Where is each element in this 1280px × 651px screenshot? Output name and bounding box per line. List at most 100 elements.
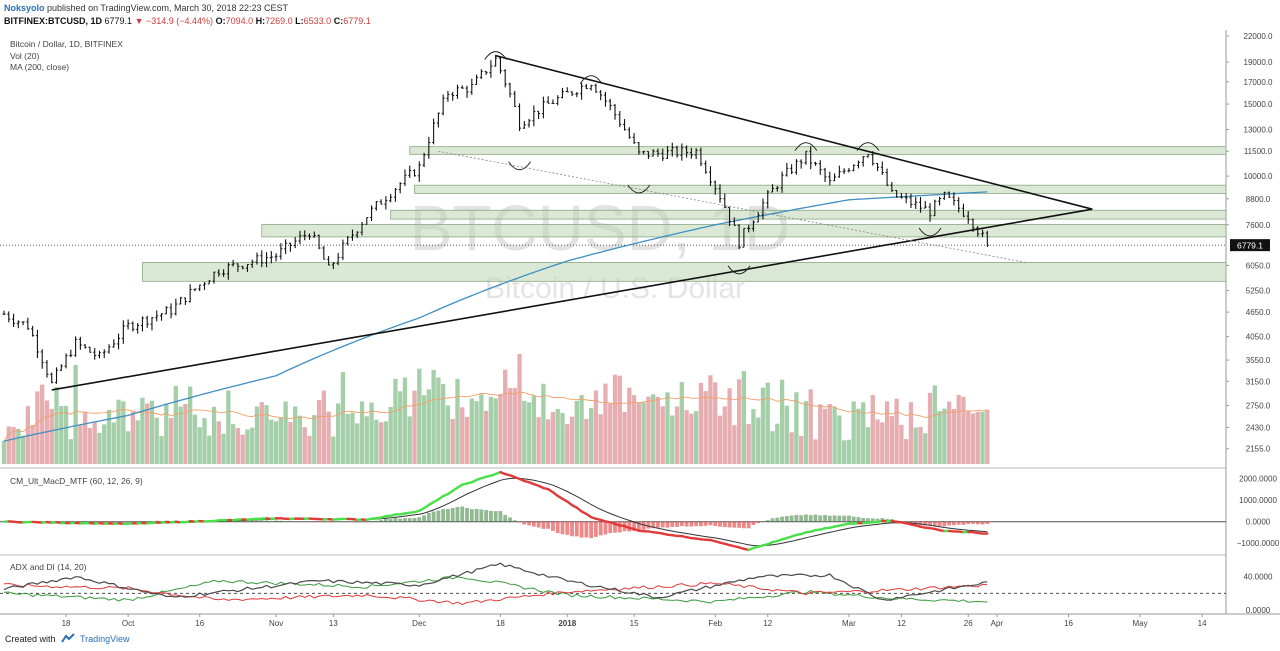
macd-hist-bar [646,521,651,529]
ohlc-bar [59,364,63,372]
macd-hist-bar [980,521,985,525]
volume-bar [149,400,155,464]
volume-bar [326,411,331,464]
volume-bar [722,406,727,464]
ohlc-bar [255,252,259,265]
macd-hist-bar [541,521,546,529]
macd-hist-bar [832,515,837,522]
ohlc-bar [379,199,383,205]
volume-bar [283,401,288,464]
ohlc-line: BITFINEX:BTCUSD, 1D 6779.1 ▼ −314.9 (−4.… [4,16,371,26]
ohlc-bar [532,105,536,127]
time-tick-label: 18 [62,619,71,628]
ohlc-bar [78,336,82,350]
volume-bar [550,411,556,464]
ohlc-bar [16,320,20,329]
volume-bar [426,389,431,464]
high-label: H: [255,16,266,26]
author-name[interactable]: Noksyolo [4,3,45,13]
ohlc-bar [26,317,30,330]
price-tick-label: 3150.0 [1246,377,1271,386]
volume-bar [369,402,374,464]
macd-hist-bar [111,521,116,523]
volume-bar [627,387,632,464]
volume-bar [374,419,379,464]
ohlc-bar [503,69,507,88]
time-tick-label: May [1133,619,1148,628]
volume-bar [68,439,73,464]
ohlc-bar [427,136,431,159]
ohlc-bar [183,297,187,305]
volume-bar [245,429,250,464]
volume-bar [746,423,751,464]
macd-hist-bar [870,518,875,522]
volume-bar [861,402,866,464]
ohlc-bar [312,231,316,238]
ohlc-bar [589,84,593,91]
macd-hist-bar [517,521,522,523]
chart-background [0,30,1280,630]
volume-bar [636,402,642,464]
volume-bar [770,431,775,464]
macd-hist-bar [837,515,842,522]
macd-hist-bar [866,518,870,522]
macd-hist-bar [274,520,278,522]
time-tick-label: 12 [763,619,772,628]
ohlc-bar [632,133,636,144]
macd-hist-bar [780,516,784,522]
volume-bar [760,387,766,464]
ohlc-bar [666,145,670,159]
macd-hist-bar [546,521,551,529]
macd-hist-bar [737,521,742,528]
macd-hist-bar [789,515,794,522]
time-tick-label: 2018 [558,619,576,628]
ohlc-bar [164,306,168,315]
price-chart-svg[interactable]: BTCUSD, 1DBitcoin / U.S. Dollar22000.019… [0,30,1280,630]
volume-bar [717,415,723,464]
ohlc-bar [346,236,350,246]
ohlc-bar [976,226,980,237]
volume-bar [789,432,794,464]
macd-hist-bar [455,506,460,522]
volume-bar [355,423,360,464]
volume-bar [297,415,303,464]
ohlc-bar [408,165,412,178]
ohlc-bar [193,288,197,292]
price-tick-label: 17000.0 [1244,78,1273,87]
ohlc-bar [432,118,436,145]
volume-bar [59,406,64,464]
volume-bar [78,425,83,464]
adx-tick-label: 40.0000 [1244,573,1273,582]
volume-bar [689,413,694,464]
volume-bar [560,412,565,464]
volume-bar [880,422,885,464]
ohlc-bar [575,92,579,98]
macd-legend: CM_Ult_MacD_MTF (60, 12, 26, 9) [10,476,143,486]
volume-bar [670,415,675,464]
ohlc-bar [942,191,946,200]
volume-bar [230,424,236,464]
ohlc-bar [484,70,488,75]
volume-bar [503,369,508,464]
volume-bar [884,401,890,464]
macd-hist-bar [794,514,799,522]
ohlc-bar [317,234,321,250]
chart-area[interactable]: BTCUSD, 1DBitcoin / U.S. Dollar22000.019… [0,30,1280,630]
macd-hist-bar [942,521,947,527]
ohlc-bar [202,282,206,290]
volume-bar [498,393,503,464]
tradingview-logo-icon [61,633,75,643]
price-tick-label: 2430.0 [1246,423,1271,432]
chart-header: Noksyolo published on TradingView.com, M… [0,0,1280,30]
volume-bar [694,411,699,464]
macd-hist-bar [775,517,780,522]
volume-bar [159,436,164,464]
volume-bar [889,416,895,464]
ohlc-bar [818,160,822,175]
ohlc-bar [145,315,149,328]
ohlc-bar [50,372,54,384]
macd-hist-bar [985,521,990,524]
ohlc-bar [966,211,970,224]
tradingview-brand[interactable]: TradingView [80,634,130,644]
ohlc-bar [260,250,264,268]
